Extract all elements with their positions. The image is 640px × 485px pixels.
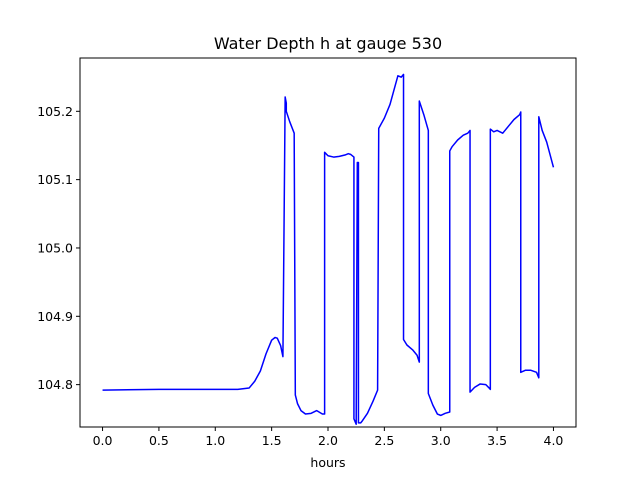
x-tick-label: 0.5 [149,433,169,448]
y-tick-label: 104.8 [37,377,73,392]
y-tick-label: 105.1 [37,172,73,187]
y-tick-label: 105.0 [37,240,73,255]
chart-title: Water Depth h at gauge 530 [214,34,442,53]
y-tick-label: 105.2 [37,104,73,119]
axis-ticks: 0.0 0.5 1.0 1.5 2.0 2.5 3.0 3.5 4.0 104.8 104.9 105… [37,104,563,448]
x-tick-label: 3.0 [431,433,451,448]
series-line-1 [102,73,555,426]
y-tick-label: 104.9 [37,309,73,324]
x-tick-label: 2.5 [374,433,394,448]
x-tick-label: 0.0 [93,433,113,448]
x-axis-label: hours [310,455,345,470]
x-tick-label: 3.5 [487,433,507,448]
x-tick-label: 1.5 [262,433,282,448]
x-tick-label: 2.0 [318,433,338,448]
x-tick-label: 4.0 [544,433,564,448]
x-tick-label: 1.0 [205,433,225,448]
plot-frame [79,57,577,428]
plot-area [102,73,555,426]
